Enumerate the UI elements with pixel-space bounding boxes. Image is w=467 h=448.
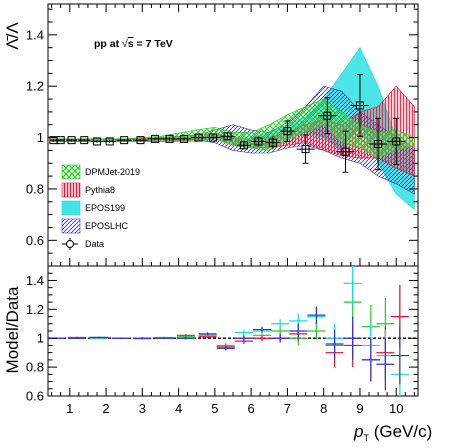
bottom-x-tick-label: 5 — [211, 401, 218, 416]
data-point — [191, 133, 206, 142]
bottom-y-tick-label: 0.6 — [26, 389, 44, 404]
data-marker — [254, 137, 263, 146]
bottom-y-axis-title: Model/Data — [3, 286, 22, 373]
bottom-x-tick-label: 1 — [66, 401, 73, 416]
ratio-series-eposlhc — [48, 306, 409, 391]
data-marker — [165, 134, 174, 143]
data-point — [220, 132, 235, 141]
bottom-ratio-points — [48, 266, 409, 396]
svg-text:Λ̄/Λ: Λ̄/Λ — [3, 22, 22, 50]
data-point — [90, 137, 104, 146]
bottom-x-tick-label: 4 — [175, 401, 182, 416]
data-point — [116, 136, 132, 145]
ratio-series-pythia8 — [48, 284, 409, 382]
data-marker — [194, 133, 203, 142]
bottom-x-tick-label: 6 — [248, 401, 255, 416]
legend-item-pythia8: Pythia8 — [61, 182, 115, 198]
bottom-x-tick-label: 10 — [389, 401, 403, 416]
legend-item-eposlhc: EPOSLHC — [61, 218, 129, 234]
top-y-axis-title: Λ̄/Λ — [3, 22, 22, 50]
legend-item-epos199: EPOS199 — [61, 200, 125, 216]
legend-swatch — [61, 164, 81, 180]
legend-item-dpmjet-2019: DPMJet-2019 — [61, 164, 140, 180]
data-marker — [56, 136, 65, 145]
data-marker — [283, 127, 292, 136]
bottom-axes: 0.6 0.8 1 1.2 1.4 1 2 3 4 5 6 7 8 9 10 — [26, 272, 418, 416]
data-point — [265, 136, 281, 150]
ratio-series-epos199 — [48, 266, 409, 396]
data-marker — [209, 133, 218, 142]
data-marker — [392, 137, 401, 146]
data-point — [133, 136, 148, 145]
data-marker — [374, 139, 383, 148]
legend-marker-circle — [66, 240, 74, 248]
data-point — [162, 134, 177, 143]
legend-label: Pythia8 — [85, 185, 115, 195]
data-point — [369, 117, 388, 171]
top-axes: 0.6 0.8 1 1.2 1.4 — [26, 4, 418, 266]
data-point — [56, 136, 65, 145]
data-point — [205, 133, 221, 142]
data-point — [350, 74, 370, 137]
data-marker — [151, 134, 160, 143]
bottom-y-tick-label: 1.2 — [26, 302, 44, 317]
legend-swatch — [61, 218, 81, 234]
data-point — [103, 137, 116, 146]
top-y-tick-label: 1.2 — [26, 79, 44, 94]
data-point — [296, 134, 315, 164]
data-marker — [105, 137, 114, 146]
data-point — [251, 136, 266, 147]
top-y-tick-label: 1 — [37, 130, 44, 145]
bottom-x-tick-label: 3 — [139, 401, 146, 416]
legend-label: DPMJet-2019 — [85, 167, 140, 177]
data-marker — [323, 111, 332, 120]
legend-swatch — [61, 200, 81, 216]
data-point — [336, 130, 355, 173]
legend-item-data: Data — [62, 238, 104, 250]
annotation: pp at √s = 7 TeV — [94, 38, 173, 50]
data-marker — [120, 136, 129, 145]
bottom-x-tick-label: 9 — [356, 401, 363, 416]
data-point — [318, 97, 337, 135]
data-point — [176, 134, 192, 143]
data-point — [280, 120, 295, 142]
bottom-y-tick-label: 1.4 — [26, 273, 44, 288]
data-marker — [301, 145, 310, 154]
data-marker — [80, 136, 89, 145]
svg-text:Model/Data: Model/Data — [3, 286, 22, 373]
data-marker — [341, 147, 350, 156]
data-marker — [223, 132, 232, 141]
bottom-y-tick-label: 0.8 — [26, 360, 44, 375]
data-point — [387, 117, 406, 166]
top-data-points — [49, 74, 406, 173]
top-y-tick-label: 0.6 — [26, 233, 44, 248]
data-marker — [180, 134, 189, 143]
bottom-x-tick-label: 8 — [320, 401, 327, 416]
legend-label: EPOS199 — [85, 203, 125, 213]
top-y-tick-label: 1.4 — [26, 27, 44, 42]
data-point — [236, 141, 252, 150]
bottom-x-tick-label: 2 — [102, 401, 109, 416]
legend-swatch — [61, 182, 81, 198]
bottom-panel-frame — [47, 265, 419, 397]
legend: DPMJet-2019 Pythia8 EPOS199 EPOSLHC Data — [61, 164, 140, 250]
x-axis-title: pT (GeV/c) — [353, 422, 432, 443]
data-marker — [268, 138, 277, 147]
data-marker — [355, 101, 364, 110]
data-marker — [92, 137, 101, 146]
bottom-x-tick-label: 7 — [284, 401, 291, 416]
data-marker — [67, 136, 76, 145]
legend-label: Data — [85, 239, 104, 249]
data-point — [147, 134, 163, 143]
bottom-y-tick-label: 1 — [37, 331, 44, 346]
top-y-tick-label: 0.8 — [26, 181, 44, 196]
data-marker — [239, 141, 248, 150]
data-marker — [136, 136, 145, 145]
legend-label: EPOSLHC — [85, 221, 129, 231]
data-point — [78, 136, 91, 145]
data-point — [66, 136, 78, 145]
